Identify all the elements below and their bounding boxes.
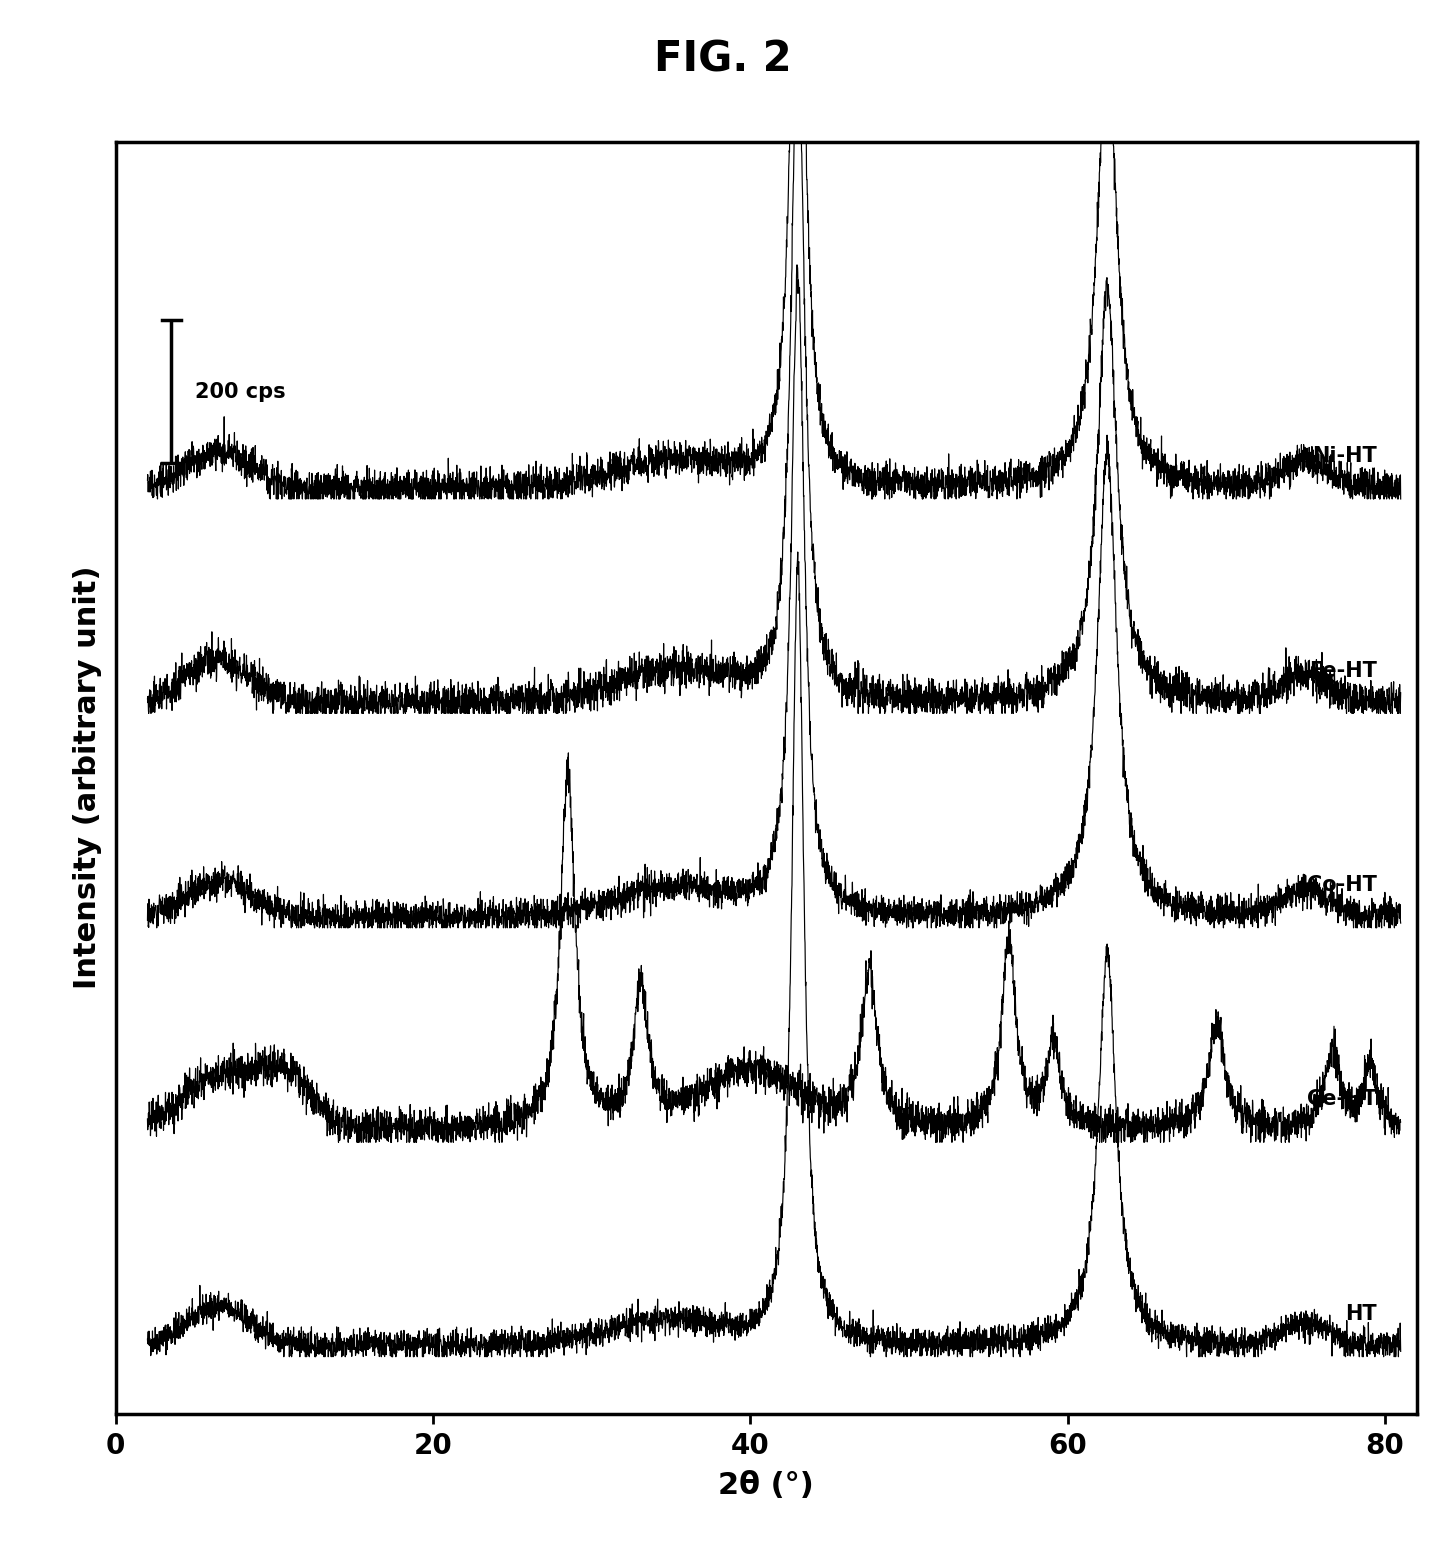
X-axis label: 2θ (°): 2θ (°) — [719, 1472, 814, 1500]
Y-axis label: Intensity (arbitrary unit): Intensity (arbitrary unit) — [72, 566, 101, 989]
Text: Ce-HT: Ce-HT — [1307, 1090, 1377, 1110]
Text: HT: HT — [1345, 1303, 1377, 1323]
Text: Fe-HT: Fe-HT — [1309, 660, 1377, 680]
Text: Ni-HT: Ni-HT — [1312, 447, 1377, 465]
Text: Co-HT: Co-HT — [1307, 875, 1377, 895]
Text: 200 cps: 200 cps — [195, 382, 286, 402]
Text: FIG. 2: FIG. 2 — [654, 39, 792, 80]
